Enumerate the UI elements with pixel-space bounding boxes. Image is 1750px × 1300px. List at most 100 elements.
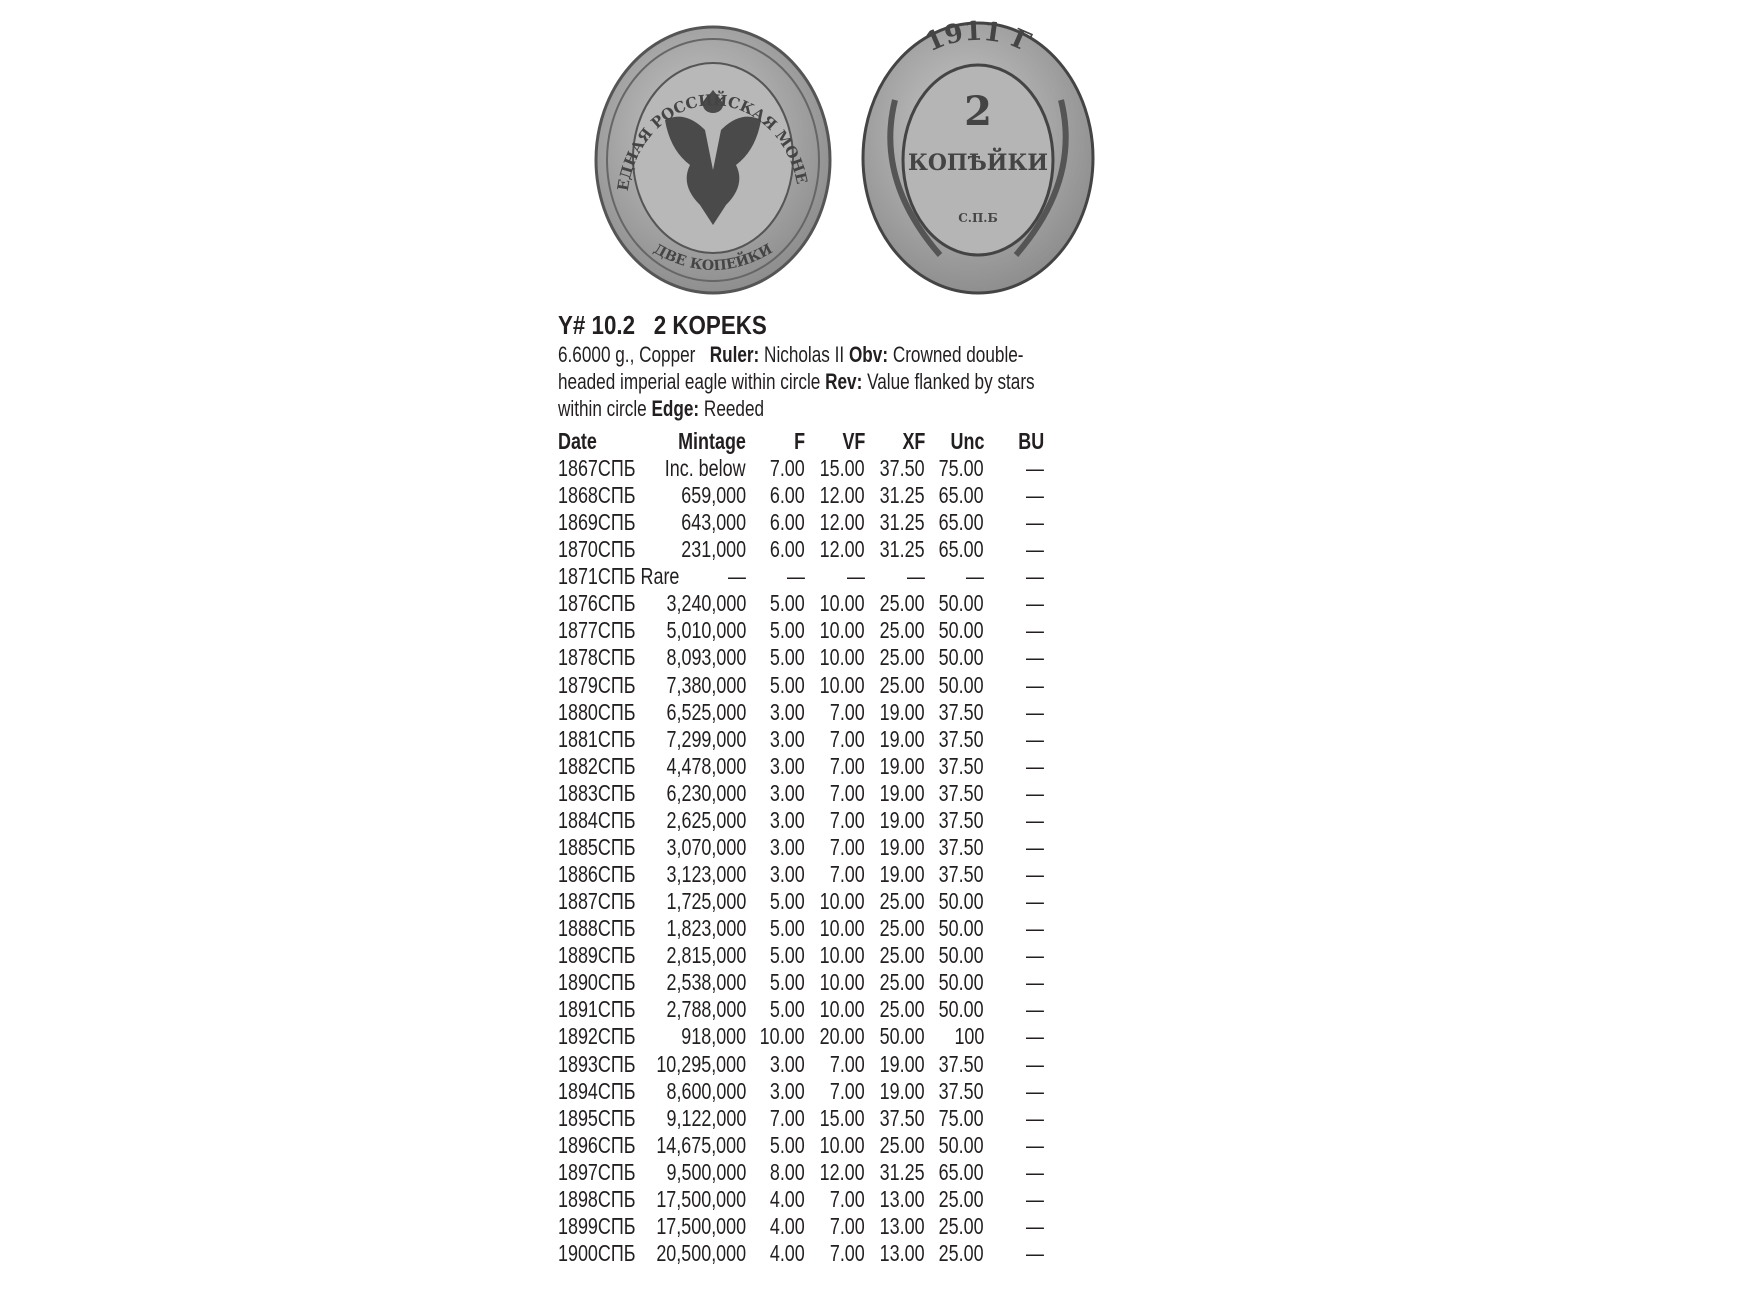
cell-date: 1871СПБ Rare [558, 563, 680, 590]
cell-date: 1890СПБ [558, 969, 636, 996]
table-row: 1881СПБ 7,299,000 3.00 7.00 19.00 37.50 — [558, 726, 1058, 753]
cell-vf: 20.00 [820, 1023, 865, 1050]
cell-unc: 50.00 [939, 969, 984, 996]
edge-value: Reeded [703, 396, 765, 421]
cell-mintage: 1,823,000 [666, 915, 746, 942]
table-row: 1890СПБ 2,538,000 5.00 10.00 25.00 50.00 — [558, 969, 1058, 996]
cell-xf: 37.50 [880, 455, 925, 481]
cell-mintage: Inc. below [665, 455, 746, 481]
cell-vf: 10.00 [820, 1131, 865, 1158]
ruler-label: Ruler: [709, 342, 760, 367]
cell-xf: 19.00 [880, 1077, 925, 1104]
table-row: 1878СПБ 8,093,000 5.00 10.00 25.00 50.00 — [558, 644, 1058, 671]
header-bu: BU [1018, 428, 1044, 454]
cell-vf: 7.00 [830, 833, 865, 860]
cell-mintage: 659,000 [681, 482, 746, 509]
cell-vf: 7.00 [830, 1077, 865, 1104]
cell-mintage: 7,380,000 [666, 671, 746, 698]
cell-unc: 65.00 [939, 536, 984, 563]
cell-vf: 10.00 [820, 671, 865, 698]
cell-mintage: 6,230,000 [666, 779, 746, 806]
cell-unc: 37.50 [939, 752, 984, 779]
cell-date: 1889СПБ [558, 942, 636, 969]
cell-bu: — [1026, 915, 1044, 942]
cell-unc: 65.00 [939, 509, 984, 536]
cell-date: 1881СПБ [558, 725, 636, 752]
cell-xf: 25.00 [880, 942, 925, 969]
cell-bu: — [1026, 1212, 1044, 1239]
cell-xf: 19.00 [880, 698, 925, 725]
cell-unc: 50.00 [939, 915, 984, 942]
cell-vf: 12.00 [820, 536, 865, 563]
cell-vf: 10.00 [820, 969, 865, 996]
cell-mintage: 643,000 [681, 509, 746, 536]
cell-bu: — [1026, 617, 1044, 644]
cell-xf: 25.00 [880, 996, 925, 1023]
cell-vf: 7.00 [830, 1050, 865, 1077]
coin-obverse: МЕДНАЯ РОССИЙСКАЯ МОНЕТА ДВЕ КОПЕЙКИ [0, 0, 832, 295]
table-row: 1896СПБ 14,675,000 5.00 10.00 25.00 50.00 — [558, 1132, 1058, 1159]
cell-vf: 10.00 [820, 996, 865, 1023]
cell-unc: 25.00 [939, 1212, 984, 1239]
cell-xf: 31.25 [880, 482, 925, 509]
cell-unc: 50.00 [939, 942, 984, 969]
cell-bu: — [1026, 1240, 1044, 1267]
reverse-value: 2 [964, 88, 992, 135]
table-row: 1894СПБ 8,600,000 3.00 7.00 19.00 37.50 — [558, 1078, 1058, 1105]
cell-mintage: 1,725,000 [666, 888, 746, 915]
cell-date: 1883СПБ [558, 779, 636, 806]
cell-date: 1899СПБ [558, 1212, 636, 1239]
table-row: 1892СПБ 918,000 10.00 20.00 50.00 100 — [558, 1023, 1058, 1050]
header-f: F [794, 428, 805, 454]
cell-f: 10.00 [760, 1023, 805, 1050]
cell-bu: — [1026, 888, 1044, 915]
cell-bu: — [1026, 1023, 1044, 1050]
cell-bu: — [1026, 861, 1044, 888]
cell-unc: 50.00 [939, 1131, 984, 1158]
cell-unc: — [966, 563, 984, 590]
table-row: 1885СПБ 3,070,000 3.00 7.00 19.00 37.50 — [558, 834, 1058, 861]
cell-f: 5.00 [770, 915, 805, 942]
cell-xf: 31.25 [880, 1158, 925, 1185]
cell-bu: — [1026, 1131, 1044, 1158]
cell-date: 1868СПБ [558, 482, 636, 509]
cell-unc: 37.50 [939, 861, 984, 888]
cell-xf: 13.00 [880, 1212, 925, 1239]
cell-bu: — [1026, 1104, 1044, 1131]
table-row: 1889СПБ 2,815,000 5.00 10.00 25.00 50.00 — [558, 942, 1058, 969]
cell-mintage: 2,538,000 [666, 969, 746, 996]
cell-mintage: — [728, 563, 746, 590]
cell-xf: 31.25 [880, 536, 925, 563]
cell-vf: 7.00 [830, 806, 865, 833]
cell-unc: 37.50 [939, 1077, 984, 1104]
cell-unc: 50.00 [939, 671, 984, 698]
cell-vf: 10.00 [820, 644, 865, 671]
mintage-price-table: Date Mintage F VF XF Unc BU 1867СПБ Inc. below 7.… [558, 428, 1058, 1266]
cell-f: 5.00 [770, 888, 805, 915]
cell-xf: — [907, 563, 925, 590]
cell-unc: 37.50 [939, 779, 984, 806]
table-row: 1887СПБ 1,725,000 5.00 10.00 25.00 50.00 — [558, 888, 1058, 915]
table-row: 1888СПБ 1,823,000 5.00 10.00 25.00 50.00 — [558, 915, 1058, 942]
table-row: 1870СПБ 231,000 6.00 12.00 31.25 65.00 — [558, 536, 1058, 563]
cell-f: 3.00 [770, 861, 805, 888]
cell-vf: 7.00 [830, 1212, 865, 1239]
cell-f: 6.00 [770, 536, 805, 563]
table-row: 1876СПБ 3,240,000 5.00 10.00 25.00 50.00 — [558, 590, 1058, 617]
cell-date: 1886СПБ [558, 861, 636, 888]
table-row: 1895СПБ 9,122,000 7.00 15.00 37.50 75.00 — [558, 1105, 1058, 1132]
reverse-denomination: КОПѢЙКИ [908, 147, 1048, 176]
cell-mintage: 5,010,000 [666, 617, 746, 644]
cell-f: 8.00 [770, 1158, 805, 1185]
cell-date: 1870СПБ [558, 536, 636, 563]
cell-xf: 19.00 [880, 752, 925, 779]
cell-mintage: 10,295,000 [656, 1050, 746, 1077]
cell-xf: 37.50 [880, 1104, 925, 1131]
cell-bu: — [1026, 1077, 1044, 1104]
table-row: 1900СПБ 20,500,000 4.00 7.00 13.00 25.00 — [558, 1240, 1058, 1267]
cell-f: 5.00 [770, 617, 805, 644]
eagle-emblem [665, 90, 761, 225]
cell-bu: — [1026, 1158, 1044, 1185]
cell-f: 6.00 [770, 482, 805, 509]
cell-f: 4.00 [770, 1240, 805, 1267]
